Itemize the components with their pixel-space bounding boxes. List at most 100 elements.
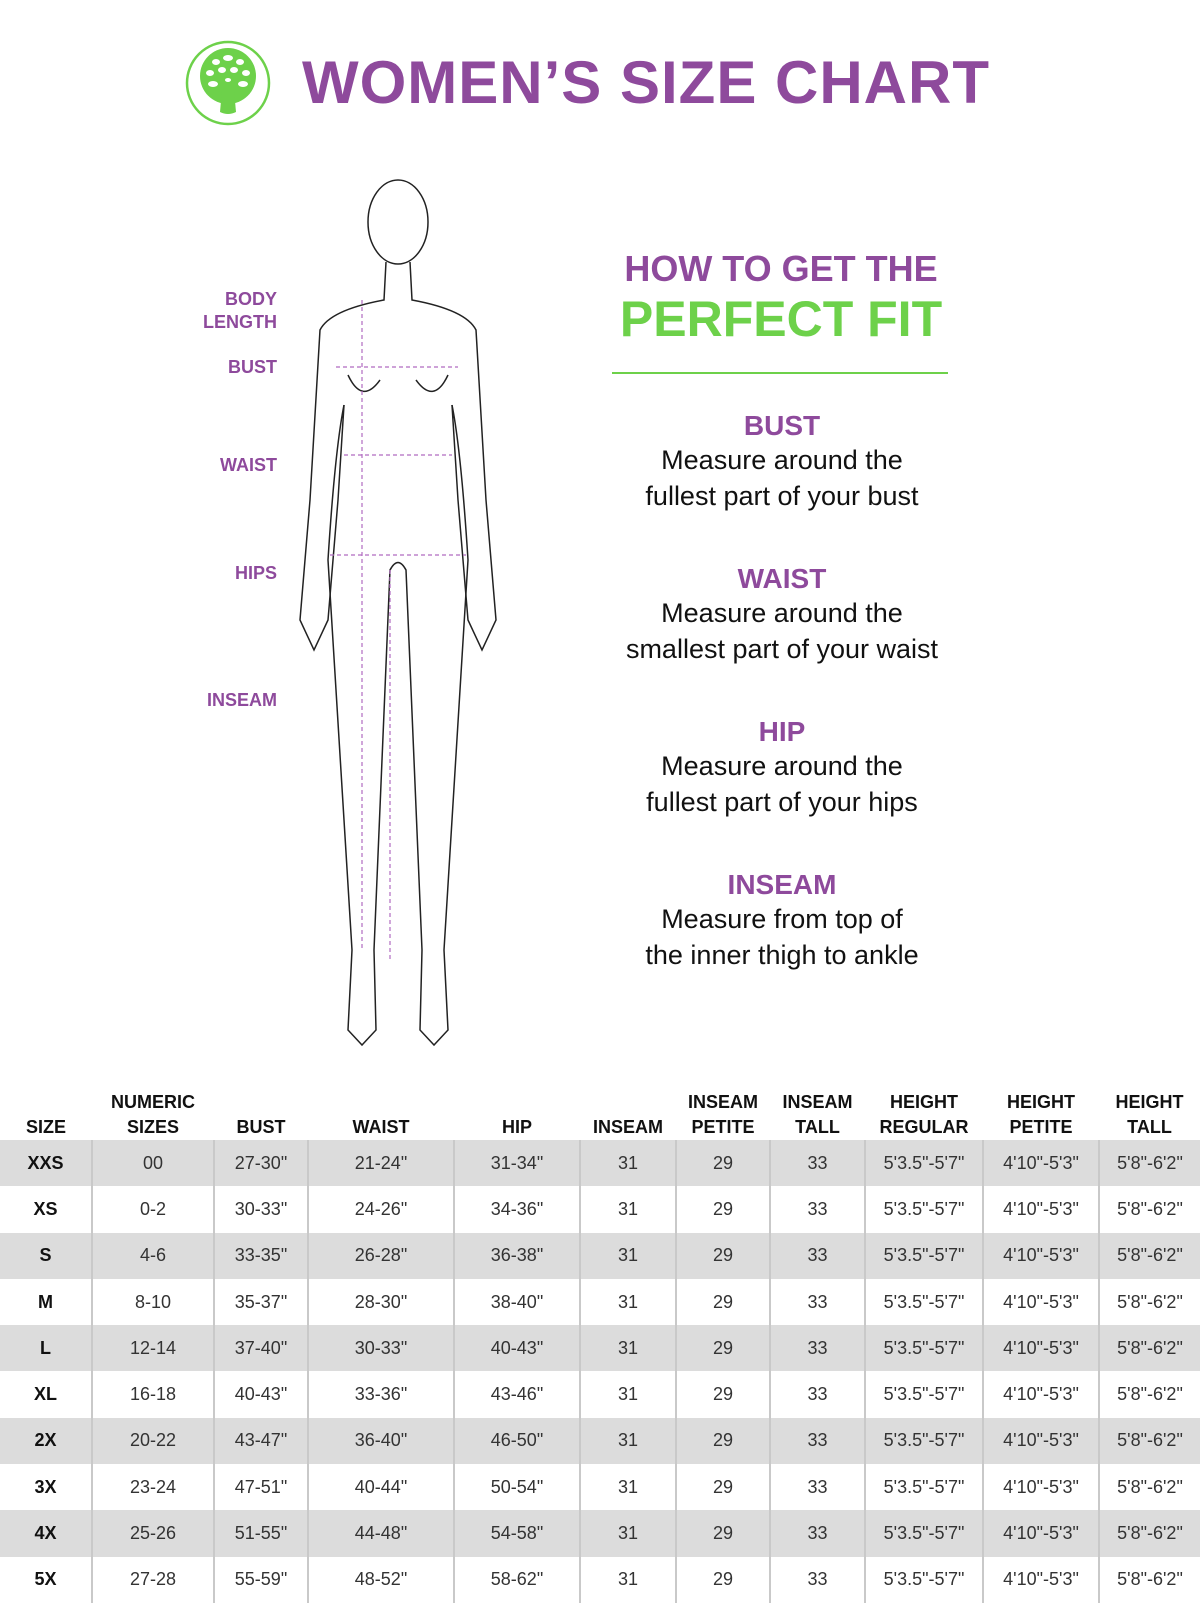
tip-hip: HIP Measure around the fullest part of you…	[646, 716, 918, 817]
table-cell: 29	[675, 1371, 770, 1418]
table-cell: 25-26	[91, 1510, 214, 1557]
label-waist: WAIST	[220, 455, 277, 475]
table-cell: 4'10"-5'3"	[982, 1417, 1099, 1465]
table-cell: 29	[675, 1140, 770, 1187]
table-cell: 50-54"	[453, 1464, 580, 1511]
table-cell: 5'3.5"-5'7"	[864, 1278, 983, 1326]
column-header: BUST	[236, 1117, 286, 1137]
table-cell: 33	[769, 1556, 865, 1603]
table-cell: 8-10	[91, 1278, 214, 1326]
table-cell: 5'3.5"-5'7"	[864, 1140, 983, 1187]
table-cell: 51-55"	[213, 1510, 308, 1557]
howto-heading: HOW TO GET THE	[624, 248, 938, 289]
table-cell: 5'8"-6'2"	[1098, 1371, 1200, 1418]
table-cell: 21-24"	[307, 1140, 454, 1187]
column-header: INSEAM TALL	[782, 1092, 853, 1137]
column-header: SIZE	[25, 1117, 66, 1137]
table-cell: 43-46"	[453, 1371, 580, 1418]
table-cell: 29	[675, 1464, 770, 1511]
table-cell: 5'8"-6'2"	[1098, 1232, 1200, 1279]
table-cell: 31-34"	[453, 1140, 580, 1187]
table-cell: 5'8"-6'2"	[1098, 1464, 1200, 1511]
table-row: 5X 27-28 55-59" 48-52" 58-62" 31 29 33 5'3.5"-5'…	[0, 1556, 1200, 1603]
table-cell: 5X	[34, 1569, 57, 1590]
table-cell: XXS	[0, 1140, 92, 1187]
table-cell: 4'10"-5'3"	[982, 1464, 1099, 1511]
table-cell: 30-33"	[213, 1186, 308, 1233]
table-cell: 31	[579, 1186, 676, 1233]
table-cell: XS	[33, 1198, 58, 1219]
table-cell: 33	[769, 1464, 865, 1511]
page-title: WOMEN’S SIZE CHART	[302, 49, 990, 116]
table-cell: 4'10"-5'3"	[982, 1232, 1099, 1279]
table-cell: 33-36"	[307, 1371, 454, 1418]
label-bust: BUST	[228, 357, 277, 377]
table-cell: 33	[769, 1371, 865, 1418]
table-cell: 29	[675, 1556, 770, 1603]
table-row: 3X 23-24 47-51" 40-44" 50-54" 31 29 33 5'3.5"-5'…	[0, 1464, 1200, 1511]
table-cell: 46-50"	[453, 1417, 580, 1465]
table-cell: 29	[675, 1186, 770, 1233]
table-cell: 5'3.5"-5'7"	[864, 1371, 983, 1418]
table-cell: 44-48"	[307, 1510, 454, 1557]
table-cell: 12-14	[91, 1325, 214, 1372]
table-cell: 33	[769, 1186, 865, 1233]
table-cell: 4X	[0, 1510, 92, 1557]
table-cell: 30-33"	[307, 1325, 454, 1372]
label-hips: HIPS	[234, 563, 277, 583]
table-cell: 31	[579, 1556, 676, 1603]
table-cell: 28-30"	[307, 1278, 454, 1326]
perfect-fit-heading: PERFECT FIT	[619, 291, 943, 347]
table-cell: 5'3.5"-5'7"	[864, 1325, 983, 1372]
table-cell: 31	[579, 1325, 676, 1372]
table-cell: 29	[675, 1232, 770, 1279]
table-row: XS 0-2 30-33" 24-26" 34-36" 31 29 33 5'3.5"-5'7"…	[0, 1186, 1200, 1233]
table-cell: 23-24	[91, 1464, 214, 1511]
table-cell: 24-26"	[307, 1186, 454, 1233]
table-cell: 40-44"	[307, 1464, 454, 1511]
table-cell: 38-40"	[453, 1278, 580, 1326]
table-cell: 31	[579, 1371, 676, 1418]
table-cell: 5'8"-6'2"	[1098, 1186, 1200, 1233]
table-cell: XL	[33, 1384, 57, 1405]
table-cell: 31	[579, 1278, 676, 1326]
table-cell: 5'3.5"-5'7"	[864, 1232, 983, 1279]
table-cell: 4'10"-5'3"	[982, 1186, 1099, 1233]
tree-logo-icon	[185, 40, 271, 126]
table-cell: 37-40"	[213, 1325, 308, 1372]
table-cell: 5'8"-6'2"	[1098, 1510, 1200, 1557]
table-cell: 4-6	[91, 1232, 214, 1279]
table-cell: 31	[579, 1464, 676, 1511]
table-cell: 33	[769, 1417, 865, 1465]
column-header: HIP	[501, 1117, 532, 1137]
table-row: 4X 25-26 51-55" 44-48" 54-58" 31 29 33 5'3.5"-5'…	[0, 1510, 1200, 1557]
table-cell: 5'8"-6'2"	[1098, 1278, 1200, 1326]
label-inseam: INSEAM	[206, 690, 277, 710]
table-cell: 34-36"	[453, 1186, 580, 1233]
table-row: XL 16-18 40-43" 33-36" 43-46" 31 29 33 5'3.5"-5'…	[0, 1371, 1200, 1418]
table-cell: 31	[579, 1417, 676, 1465]
table-cell: 36-40"	[307, 1417, 454, 1465]
table-cell: 58-62"	[453, 1556, 580, 1603]
table-cell: 29	[675, 1417, 770, 1465]
table-cell: 55-59"	[213, 1556, 308, 1603]
table-cell: 36-38"	[453, 1232, 580, 1279]
table-cell: 29	[675, 1325, 770, 1372]
size-table: SIZE NUMERIC SIZES BUST WAIST HIP INSEAM INSEAM…	[0, 1087, 1200, 1603]
table-cell: M	[38, 1291, 53, 1312]
table-cell: 43-47"	[213, 1417, 308, 1465]
table-cell: 5'3.5"-5'7"	[864, 1186, 983, 1233]
table-cell: 31	[579, 1140, 676, 1187]
table-cell: 33	[769, 1510, 865, 1557]
column-header: WAIST	[352, 1117, 410, 1137]
table-cell: 27-28	[91, 1556, 214, 1603]
table-cell: 27-30"	[213, 1140, 308, 1187]
table-cell: 33-35"	[213, 1232, 308, 1279]
column-header: HEIGHT REGULAR	[879, 1092, 969, 1137]
table-cell: 5'3.5"-5'7"	[864, 1556, 983, 1603]
table-cell: 4'10"-5'3"	[982, 1510, 1099, 1557]
column-header: INSEAM PETITE	[687, 1092, 758, 1137]
table-cell: 31	[579, 1510, 676, 1557]
table-cell: 5'3.5"-5'7"	[864, 1510, 983, 1557]
body-figure-illustration	[299, 179, 497, 1047]
